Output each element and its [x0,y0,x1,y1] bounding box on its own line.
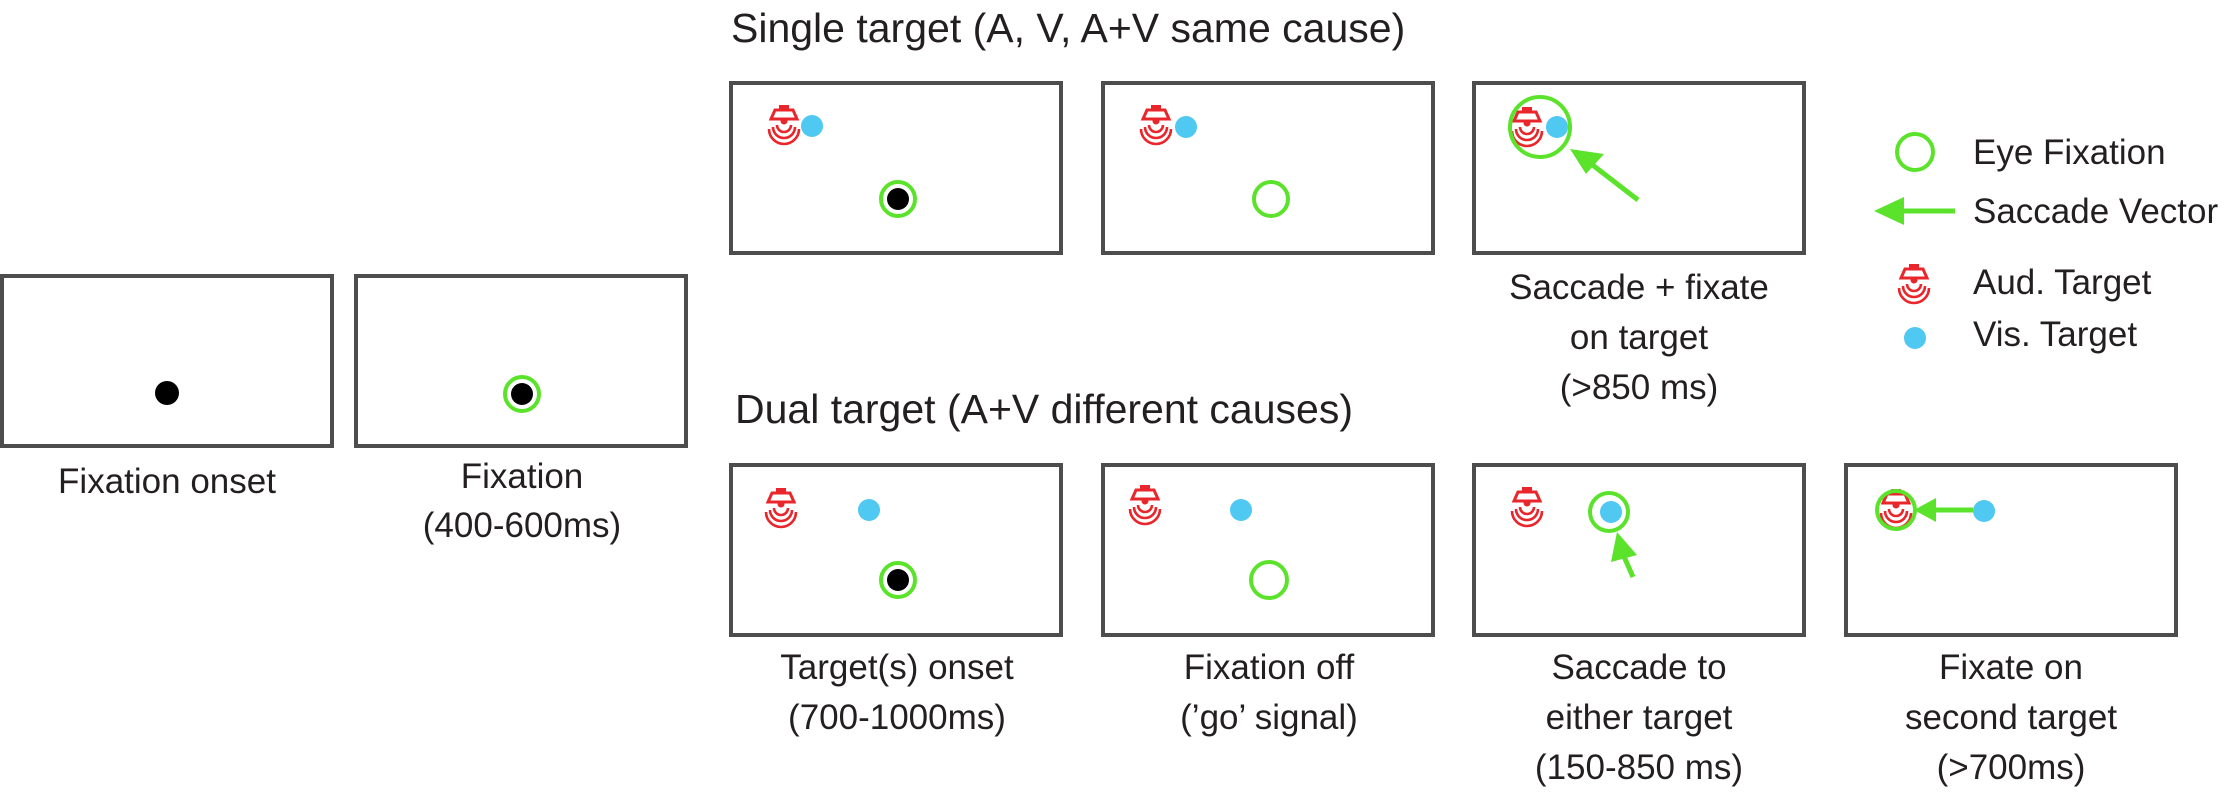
svg-text:(400-600ms): (400-600ms) [423,506,621,545]
svg-text:Saccade + fixate: Saccade + fixate [1509,268,1769,307]
legend-aud-target: Aud. Target [1897,262,2152,305]
saccade-arrow-icon [1914,498,1973,522]
eye-fixation-ring [1508,95,1572,159]
svg-text:Saccade to: Saccade to [1551,648,1726,687]
legend-eye-fixation: Eye Fixation [1895,132,2166,172]
panel-single-fixation-off [1101,81,1435,255]
svg-text:(’go’ signal): (’go’ signal) [1180,698,1358,737]
legend-vis-target: Vis. Target [1904,315,2137,354]
caption-single-saccade: Saccade + fixate on target (>850 ms) [1509,268,1769,407]
caption-fixation: Fixation (400-600ms) [423,457,621,545]
caption-fixate-second: Fixate on second target (>700ms) [1905,648,2117,787]
visual-target-dot [1600,501,1622,523]
svg-text:Fixation off: Fixation off [1184,648,1355,687]
visual-target-dot [801,115,823,137]
panel-dual-saccade-either [1472,463,1806,637]
panel-single-saccade [1472,81,1806,255]
dual-target-heading: Dual target (A+V different causes) [735,386,1353,432]
svg-text:Target(s) onset: Target(s) onset [780,648,1014,687]
svg-text:either target: either target [1546,698,1733,737]
speaker-icon [1897,262,1931,305]
visual-target-dot [1175,116,1197,138]
panel-dual-targets-onset [729,463,1063,637]
svg-text:Fixate on: Fixate on [1939,648,2083,687]
svg-text:Saccade Vector: Saccade Vector [1973,192,2218,231]
caption-fixation-off: Fixation off (’go’ signal) [1180,648,1358,737]
svg-text:(700-1000ms): (700-1000ms) [788,698,1006,737]
panel-fixation [354,274,688,448]
panel-dual-fixation-off [1101,463,1435,637]
caption-saccade-either: Saccade to either target (150-850 ms) [1535,648,1743,787]
eye-fixation-ring [1249,560,1289,600]
legend: Eye Fixation Saccade Vector Aud. Target … [1874,132,2218,354]
eye-fixation-ring [1252,180,1290,218]
single-target-heading: Single target (A, V, A+V same cause) [731,5,1405,51]
visual-target-dot [1546,116,1568,138]
panel-single-targets-onset [729,81,1063,255]
eye-fixation-ring [1588,491,1630,533]
legend-saccade-vector: Saccade Vector [1874,192,2218,231]
svg-text:(150-850 ms): (150-850 ms) [1535,748,1743,787]
svg-text:Vis. Target: Vis. Target [1973,315,2137,354]
svg-text:(>700ms): (>700ms) [1937,748,2086,787]
svg-text:(>850 ms): (>850 ms) [1560,368,1719,407]
svg-text:Aud. Target: Aud. Target [1973,263,2152,302]
svg-text:Fixation: Fixation [461,457,584,496]
panel-dual-fixate-second [1844,463,2178,637]
saccade-arrow-icon [1611,532,1637,579]
dot-icon [1904,327,1926,349]
visual-target-dot [1230,499,1252,521]
svg-text:second target: second target [1905,698,2117,737]
svg-text:on target: on target [1570,318,1708,357]
ring-icon [1895,132,1935,172]
svg-text:Eye Fixation: Eye Fixation [1973,133,2166,172]
fixation-dot [155,381,179,405]
saccade-arrow-icon [1570,149,1640,202]
caption-fixation-onset: Fixation onset [58,462,276,501]
svg-text:Fixation onset: Fixation onset [58,462,276,501]
visual-target-dot [858,499,880,521]
caption-targets-onset: Target(s) onset (700-1000ms) [780,648,1014,737]
visual-target-dot [1973,500,1995,522]
panel-fixation-onset [0,274,334,448]
